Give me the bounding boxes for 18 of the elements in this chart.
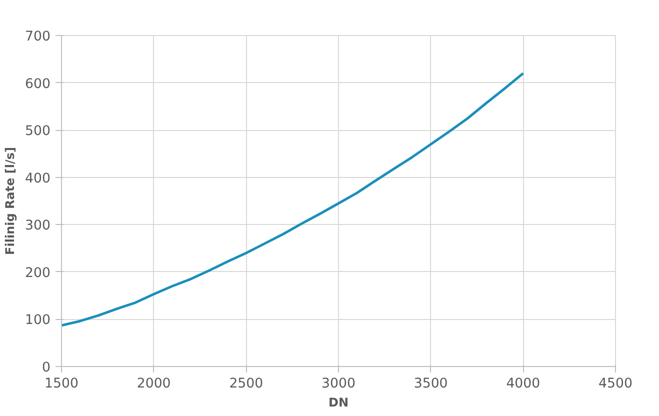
- x-tick-label: 3000: [322, 376, 356, 392]
- y-tick-label: 300: [25, 218, 51, 234]
- y-tick-label: 100: [25, 313, 51, 328]
- y-tick-label: 400: [25, 171, 51, 186]
- y-tick-label: 0: [42, 360, 51, 376]
- x-axis-title: DN: [328, 396, 349, 410]
- x-tick-label: 3500: [414, 376, 448, 392]
- y-tick-label: 600: [25, 76, 51, 92]
- x-tick-label: 2000: [136, 376, 171, 392]
- y-tick-label: 700: [25, 30, 51, 44]
- y-tick-label: 500: [25, 124, 51, 140]
- x-tick-label: 1500: [44, 376, 78, 392]
- x-tick-label: 4500: [598, 376, 632, 392]
- x-tick-label: 4000: [506, 376, 540, 392]
- x-tick-label: 2500: [229, 376, 264, 392]
- line-series: [62, 72, 524, 327]
- y-tick-label: 200: [25, 266, 51, 281]
- y-axis-title: Filinig Rate [l/s]: [3, 147, 18, 255]
